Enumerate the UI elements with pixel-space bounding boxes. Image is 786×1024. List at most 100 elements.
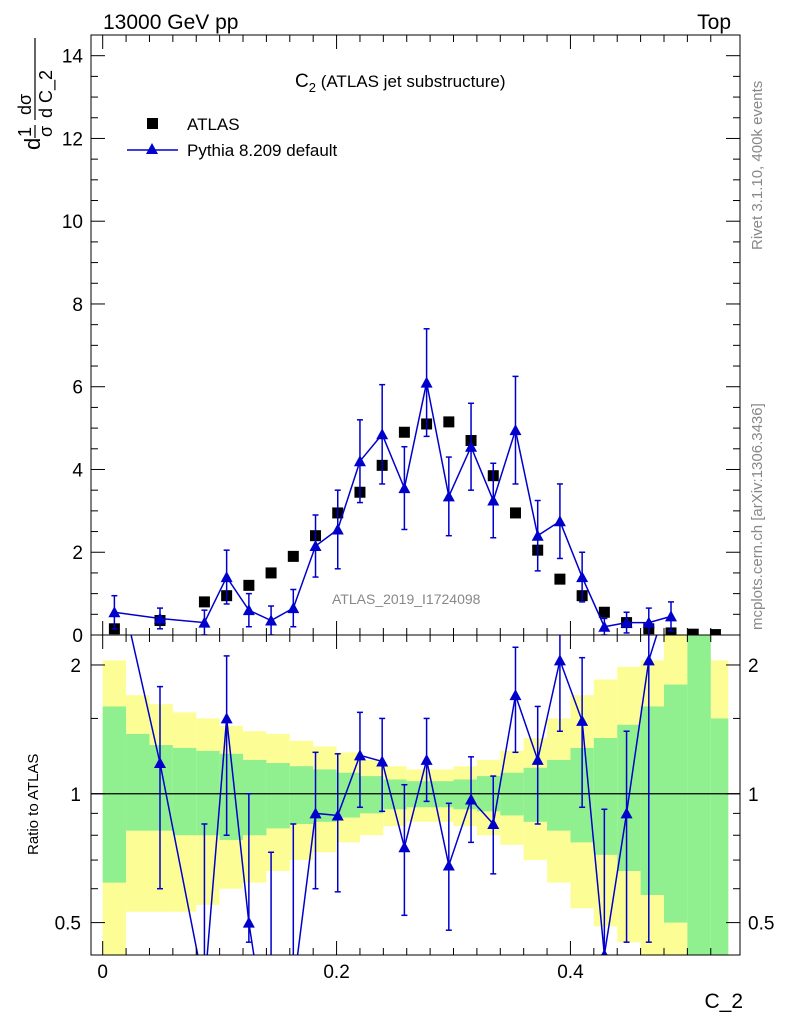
main-plot: 0 2 4 6 8 10 12 14 xyxy=(62,34,741,647)
y-axis-label-d1: d xyxy=(20,138,45,150)
mcplots-label: mcplots.cern.ch [arXiv:1306.3436] xyxy=(749,403,766,630)
ratio-point xyxy=(309,807,322,819)
ratio-y-tick-label: 2 xyxy=(70,656,81,677)
uncertainty-band-green xyxy=(359,776,384,814)
pythia-point xyxy=(620,616,633,628)
pythia-point xyxy=(242,604,255,616)
ratio-point xyxy=(465,793,478,805)
y-axis-label: d 1 σ dσ d C_2 xyxy=(15,38,57,150)
y-tick-label: 12 xyxy=(62,129,83,150)
ratio-y-axis-label: Ratio to ATLAS xyxy=(25,754,42,855)
uncertainty-band-green xyxy=(102,706,127,883)
ratio-y-tick-label: 1 xyxy=(70,785,81,806)
uncertainty-band-green xyxy=(289,766,314,824)
uncertainty-band-green xyxy=(196,750,220,836)
uncertainty-band-green xyxy=(687,635,711,955)
chart-title-rest: (ATLAS jet substructure) xyxy=(316,72,506,91)
pythia-point xyxy=(509,424,522,436)
ratio-point xyxy=(242,916,255,928)
y-tick-label: 0 xyxy=(72,626,83,647)
pythia-point xyxy=(442,490,455,502)
legend-label-pythia: Pythia 8.209 default xyxy=(187,141,338,160)
atlas-point xyxy=(709,629,721,635)
uncertainty-band-green xyxy=(126,733,150,831)
pythia-point xyxy=(420,376,433,388)
uncertainty-band-green xyxy=(266,763,290,829)
pythia-point xyxy=(287,602,300,614)
ratio-y-tick-label-right: 1 xyxy=(748,785,759,806)
ratio-point xyxy=(398,841,411,853)
uncertainty-band-green xyxy=(523,767,548,822)
ratio-point xyxy=(576,714,589,726)
ratio-point xyxy=(620,807,633,819)
header-right: Top xyxy=(697,11,731,34)
y-tick-label: 10 xyxy=(62,212,83,233)
ratio-point xyxy=(287,983,299,994)
ratio-line xyxy=(130,635,658,955)
pythia-point xyxy=(265,614,278,626)
pythia-point xyxy=(576,571,589,583)
pythia-point xyxy=(642,616,655,628)
uncertainty-band-green xyxy=(336,772,360,818)
uncertainty-band-green xyxy=(149,745,173,831)
pythia-point xyxy=(531,529,544,541)
y-tick-label: 8 xyxy=(72,295,83,316)
chart-title: C2 (ATLAS jet substructure) xyxy=(295,71,506,95)
legend-marker-pythia xyxy=(146,143,158,154)
ratio-point xyxy=(487,817,500,829)
ratio-point xyxy=(553,654,566,666)
ratio-point xyxy=(331,809,344,821)
pythia-point xyxy=(598,620,611,632)
ratio-point xyxy=(509,689,522,701)
pythia-point xyxy=(198,616,211,628)
chart-title-sub: 2 xyxy=(309,80,316,95)
atlas-point xyxy=(554,573,566,585)
x-tick-label: 0.4 xyxy=(557,962,584,983)
pythia-point xyxy=(353,455,366,467)
uncertainty-band-green xyxy=(663,684,688,923)
analysis-watermark: ATLAS_2019_I1724098 xyxy=(332,591,481,607)
uncertainty-band-green xyxy=(593,738,618,855)
pythia-point xyxy=(465,440,478,452)
atlas-point xyxy=(398,426,410,438)
y-tick-label: 6 xyxy=(72,378,83,399)
uncertainty-band-green xyxy=(243,759,267,836)
y-tick-label: 4 xyxy=(72,460,83,481)
ratio-y-tick-label: 0.5 xyxy=(55,914,81,935)
ratio-point xyxy=(108,555,120,566)
pythia-point xyxy=(309,540,322,552)
rivet-version-label: Rivet 3.1.10, 400k events xyxy=(749,81,766,250)
legend-label-atlas: ATLAS xyxy=(187,115,240,134)
uncertainty-band-green xyxy=(640,706,664,896)
atlas-point xyxy=(509,507,521,519)
pythia-point xyxy=(153,612,166,624)
atlas-point xyxy=(198,596,210,608)
pythia-point xyxy=(398,482,411,494)
x-tick-label: 0.2 xyxy=(323,962,349,983)
ratio-point xyxy=(198,983,210,994)
pythia-point xyxy=(376,428,389,440)
x-tick-label: 0 xyxy=(97,962,108,983)
ratio-point xyxy=(531,753,544,765)
atlas-point xyxy=(265,567,277,579)
legend-marker-atlas xyxy=(147,118,158,129)
ratio-point xyxy=(153,757,166,769)
ratio-plot: 0.5 0.5 1 1 2 2 0 0.2 0.4 xyxy=(55,555,774,994)
uncertainty-band-green xyxy=(547,759,571,831)
ratio-point xyxy=(601,949,608,955)
uncertainty-band-green xyxy=(313,769,337,822)
atlas-point xyxy=(443,416,455,428)
chart-title-main: C xyxy=(295,71,309,92)
atlas-point xyxy=(687,628,699,635)
ratio-y-tick-label-right: 0.5 xyxy=(748,914,774,935)
pythia-point xyxy=(220,571,233,583)
pythia-point xyxy=(553,515,566,527)
ratio-plot-frame xyxy=(90,634,741,956)
ratio-point xyxy=(220,712,233,724)
pythia-line xyxy=(114,382,672,628)
pythia-point xyxy=(108,606,121,618)
header-left: 13000 GeV pp xyxy=(103,11,238,34)
pythia-point xyxy=(331,523,344,535)
y-axis-label-dsigma: dσ xyxy=(15,94,35,115)
